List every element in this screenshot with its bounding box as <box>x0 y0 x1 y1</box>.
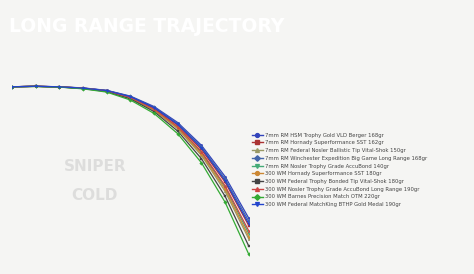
Text: SNIPER: SNIPER <box>64 159 126 174</box>
Text: LONG RANGE TRAJECTORY: LONG RANGE TRAJECTORY <box>9 17 284 36</box>
Text: COLD: COLD <box>72 189 118 204</box>
Legend: 7mm RM HSM Trophy Gold VLD Berger 168gr, 7mm RM Hornady Superformance SST 162gr,: 7mm RM HSM Trophy Gold VLD Berger 168gr,… <box>249 130 430 209</box>
